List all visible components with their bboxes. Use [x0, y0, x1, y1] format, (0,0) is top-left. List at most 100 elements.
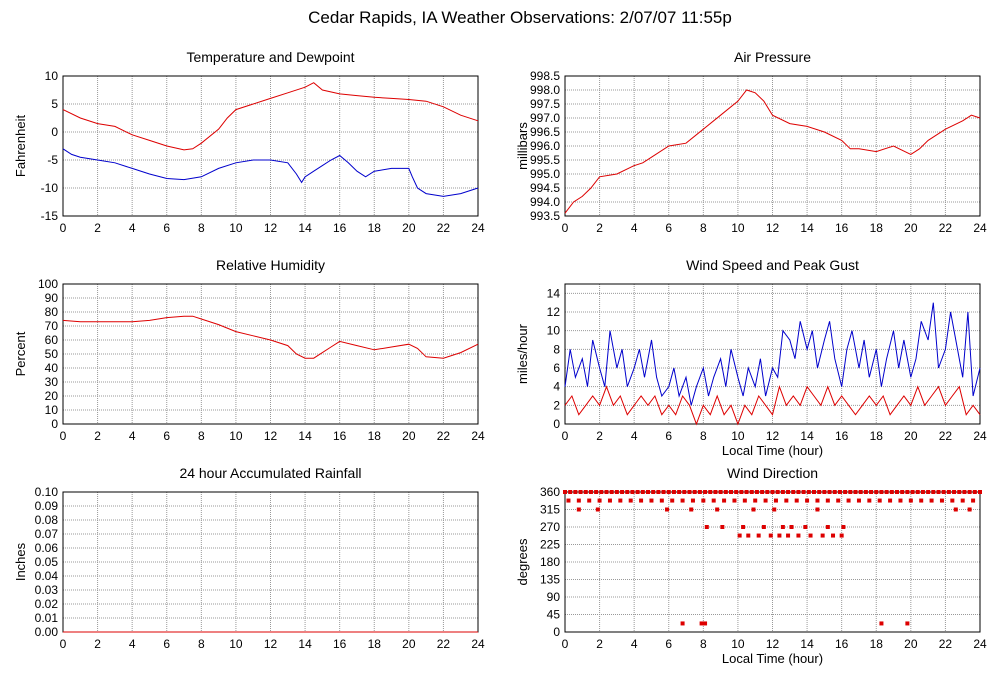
x-tick-label: 20 — [904, 429, 918, 443]
x-tick-label: 8 — [700, 429, 707, 443]
data-point — [786, 533, 791, 538]
data-point — [895, 490, 899, 494]
x-tick-label: 2 — [94, 429, 101, 443]
x-tick-label: 0 — [562, 429, 569, 443]
chart-panel-4: 0 2 4 6 8 10 12 14 16 18 20 22 240.000.010.020.030.0… — [13, 465, 485, 651]
data-point — [879, 490, 884, 494]
data-point — [784, 498, 789, 503]
x-tick-label: 24 — [973, 429, 987, 443]
x-tick-label: 6 — [665, 221, 672, 235]
data-point — [841, 525, 846, 529]
data-point — [690, 498, 695, 503]
x-tick-label: 6 — [163, 429, 170, 443]
plot-frame — [62, 283, 479, 425]
data-point — [837, 490, 842, 494]
series-line-0 — [564, 89, 981, 214]
data-point — [597, 498, 602, 503]
series-line-0 — [564, 302, 981, 406]
y-tick-label: 0.07 — [35, 527, 59, 541]
series-line-0 — [62, 82, 479, 151]
data-point — [739, 490, 744, 494]
x-tick-label: 24 — [471, 429, 485, 443]
data-point — [751, 507, 756, 512]
y-axis-label: Inches — [13, 542, 28, 581]
y-tick-label: 0.08 — [35, 513, 59, 527]
y-tick-label: 0.05 — [35, 555, 59, 569]
x-tick-label: 18 — [368, 429, 382, 443]
data-point — [780, 490, 785, 494]
series-line-0 — [62, 315, 479, 359]
y-tick-label: 180 — [540, 555, 560, 569]
data-point — [950, 498, 955, 503]
x-tick-label: 20 — [402, 221, 416, 235]
data-point — [839, 533, 844, 538]
x-tick-label: 22 — [939, 221, 953, 235]
data-point — [856, 498, 861, 503]
y-tick-label: 50 — [45, 347, 59, 361]
data-point — [715, 507, 720, 512]
x-tick-label: 18 — [368, 637, 382, 651]
data-point — [936, 490, 941, 494]
data-point — [583, 490, 588, 494]
data-point — [775, 490, 780, 494]
y-tick-label: 5 — [51, 97, 58, 111]
data-point — [772, 507, 777, 512]
x-tick-label: 2 — [596, 429, 603, 443]
x-tick-label: 20 — [904, 637, 918, 651]
y-tick-label: 80 — [45, 305, 59, 319]
data-point — [796, 533, 801, 538]
data-point — [646, 490, 650, 494]
data-point — [587, 498, 592, 503]
data-point — [858, 490, 863, 494]
data-point — [639, 498, 644, 503]
data-point — [910, 490, 915, 494]
data-point — [874, 490, 879, 494]
data-point — [791, 490, 796, 494]
data-point — [768, 533, 773, 538]
data-point — [670, 498, 675, 503]
data-point — [889, 490, 894, 494]
x-tick-label: 14 — [800, 637, 814, 651]
y-tick-label: 995.5 — [530, 153, 560, 167]
data-point — [661, 490, 666, 494]
data-point — [682, 490, 687, 494]
data-point — [967, 490, 972, 494]
x-tick-label: 10 — [731, 221, 745, 235]
data-point — [879, 621, 884, 626]
x-tick-label: 20 — [402, 429, 416, 443]
y-tick-label: 0.04 — [35, 569, 59, 583]
series-line-1 — [564, 385, 981, 426]
data-point — [827, 490, 832, 494]
data-point — [806, 490, 811, 494]
data-point — [729, 490, 733, 494]
x-tick-label: 2 — [596, 637, 603, 651]
y-axis-label: miles/hour — [515, 323, 530, 384]
x-tick-label: 20 — [402, 637, 416, 651]
x-tick-label: 4 — [129, 429, 136, 443]
data-point — [908, 498, 913, 503]
x-tick-label: 16 — [333, 637, 347, 651]
x-tick-label: 10 — [229, 637, 243, 651]
x-tick-label: 6 — [163, 637, 170, 651]
data-point — [604, 490, 609, 494]
x-axis-label: Local Time (hour) — [722, 651, 823, 666]
data-point — [749, 490, 754, 494]
x-tick-label: 14 — [298, 221, 312, 235]
data-point — [665, 507, 670, 512]
data-point — [573, 490, 578, 494]
data-point — [628, 498, 633, 503]
data-point — [957, 490, 962, 494]
y-tick-label: 994.5 — [530, 181, 560, 195]
data-point — [971, 498, 976, 503]
data-point — [817, 490, 822, 494]
data-point — [594, 490, 599, 494]
y-tick-label: 270 — [540, 520, 560, 534]
data-point — [825, 498, 830, 503]
data-point — [704, 525, 709, 529]
data-point — [659, 498, 664, 503]
panel-title: 24 hour Accumulated Rainfall — [179, 465, 361, 481]
data-point — [962, 490, 967, 494]
y-tick-label: 995.0 — [530, 167, 560, 181]
x-tick-label: 6 — [665, 637, 672, 651]
